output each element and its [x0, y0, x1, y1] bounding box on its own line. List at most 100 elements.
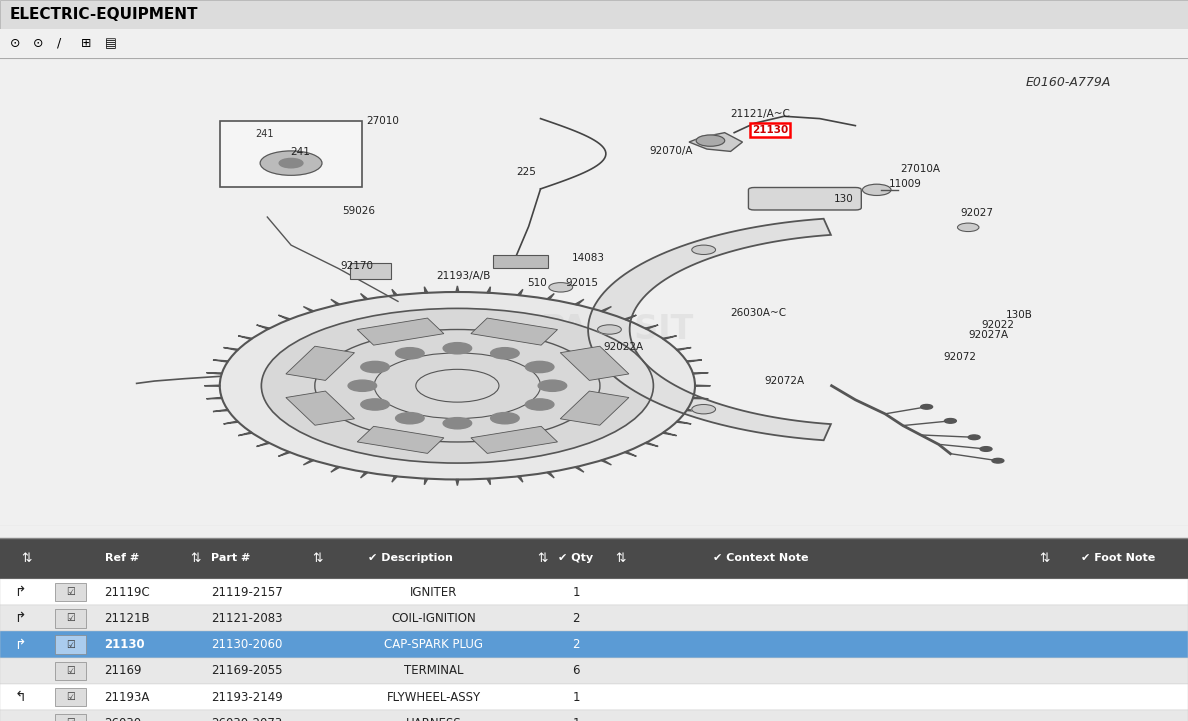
Polygon shape — [257, 325, 270, 329]
Text: ✔ Qty: ✔ Qty — [558, 554, 594, 563]
Circle shape — [261, 309, 653, 463]
Text: 92070/A: 92070/A — [650, 146, 693, 156]
Text: 27010: 27010 — [366, 116, 399, 126]
Polygon shape — [303, 460, 314, 465]
Text: ✔ Foot Note: ✔ Foot Note — [1081, 554, 1155, 563]
Circle shape — [361, 361, 390, 373]
Polygon shape — [286, 391, 354, 425]
Polygon shape — [601, 306, 612, 311]
Text: COIL-IGNITION: COIL-IGNITION — [391, 612, 476, 625]
Circle shape — [691, 404, 715, 414]
Polygon shape — [207, 373, 222, 374]
Text: 2: 2 — [573, 638, 580, 651]
Circle shape — [691, 245, 715, 255]
Bar — [0, 684, 1188, 710]
Polygon shape — [360, 472, 368, 478]
Text: 92027A: 92027A — [968, 330, 1009, 340]
Text: 92072A: 92072A — [764, 376, 804, 386]
FancyBboxPatch shape — [55, 583, 86, 601]
Circle shape — [862, 185, 891, 195]
FancyBboxPatch shape — [748, 187, 861, 210]
Polygon shape — [239, 432, 252, 435]
Text: ☑: ☑ — [65, 614, 75, 624]
Polygon shape — [645, 325, 658, 329]
Text: ELECTRIC-EQUIPMENT: ELECTRIC-EQUIPMENT — [10, 7, 198, 22]
FancyBboxPatch shape — [55, 635, 86, 654]
Text: /: / — [57, 37, 62, 50]
Polygon shape — [456, 286, 459, 292]
Polygon shape — [676, 421, 691, 424]
Text: E0160-A779A: E0160-A779A — [1025, 76, 1111, 89]
Text: ✔ Context Note: ✔ Context Note — [713, 554, 808, 563]
Text: HARNESS: HARNESS — [406, 717, 461, 721]
Text: ☑: ☑ — [65, 587, 75, 597]
Polygon shape — [693, 397, 708, 399]
Text: ⇅: ⇅ — [537, 552, 548, 565]
Text: 21121/A~C: 21121/A~C — [731, 109, 790, 119]
Text: ⊙: ⊙ — [10, 37, 20, 50]
Polygon shape — [456, 479, 459, 485]
Circle shape — [443, 342, 472, 354]
Polygon shape — [518, 289, 523, 296]
Polygon shape — [625, 315, 637, 320]
Text: ↱: ↱ — [14, 637, 26, 652]
Polygon shape — [518, 476, 523, 482]
Text: ⇅: ⇅ — [21, 552, 32, 565]
Bar — [0, 710, 1188, 721]
Polygon shape — [213, 410, 228, 412]
Text: ☑: ☑ — [65, 666, 75, 676]
Polygon shape — [278, 451, 290, 456]
Text: ⇅: ⇅ — [1040, 552, 1050, 565]
Circle shape — [491, 412, 519, 424]
Bar — [0, 579, 1188, 605]
Polygon shape — [424, 287, 428, 293]
Text: ⊞: ⊞ — [81, 37, 91, 50]
Polygon shape — [487, 479, 491, 485]
Text: 1: 1 — [573, 691, 580, 704]
Polygon shape — [330, 299, 340, 305]
Text: 92022A: 92022A — [604, 342, 644, 353]
Text: 241: 241 — [255, 129, 274, 139]
Text: 1: 1 — [573, 585, 580, 598]
Circle shape — [598, 324, 621, 335]
Text: TERMINAL: TERMINAL — [404, 664, 463, 677]
Text: 92170: 92170 — [340, 261, 373, 271]
Polygon shape — [575, 466, 584, 472]
Circle shape — [220, 292, 695, 479]
FancyBboxPatch shape — [55, 609, 86, 627]
Polygon shape — [689, 133, 742, 151]
Polygon shape — [392, 289, 397, 296]
Text: 21169: 21169 — [105, 664, 143, 677]
Text: 130B: 130B — [1006, 309, 1032, 319]
Polygon shape — [693, 373, 708, 374]
Text: 241: 241 — [291, 147, 310, 157]
Text: ☑: ☑ — [65, 692, 75, 702]
Polygon shape — [687, 360, 702, 362]
Polygon shape — [424, 479, 428, 485]
Polygon shape — [663, 336, 676, 340]
Polygon shape — [625, 451, 637, 456]
FancyBboxPatch shape — [493, 255, 548, 267]
Polygon shape — [588, 218, 830, 441]
Polygon shape — [207, 397, 222, 399]
Polygon shape — [470, 426, 557, 454]
Text: CAP-SPARK PLUG: CAP-SPARK PLUG — [384, 638, 484, 651]
Text: FLYWHEEL-ASSY: FLYWHEEL-ASSY — [386, 691, 481, 704]
Polygon shape — [561, 391, 628, 425]
Text: ☑: ☑ — [65, 640, 75, 650]
Text: 26030: 26030 — [105, 717, 141, 721]
Text: 21193-2149: 21193-2149 — [211, 691, 283, 704]
Circle shape — [538, 380, 567, 392]
Polygon shape — [213, 360, 228, 362]
Circle shape — [992, 459, 1004, 463]
Text: 11009: 11009 — [889, 180, 922, 189]
Text: IGNITER: IGNITER — [410, 585, 457, 598]
Text: 21130: 21130 — [752, 125, 788, 136]
Circle shape — [549, 283, 573, 292]
Polygon shape — [487, 287, 491, 293]
Circle shape — [525, 399, 554, 410]
Text: 21121B: 21121B — [105, 612, 150, 625]
Text: ✔ Description: ✔ Description — [368, 554, 453, 563]
Text: 21193A: 21193A — [105, 691, 150, 704]
Polygon shape — [392, 476, 397, 482]
